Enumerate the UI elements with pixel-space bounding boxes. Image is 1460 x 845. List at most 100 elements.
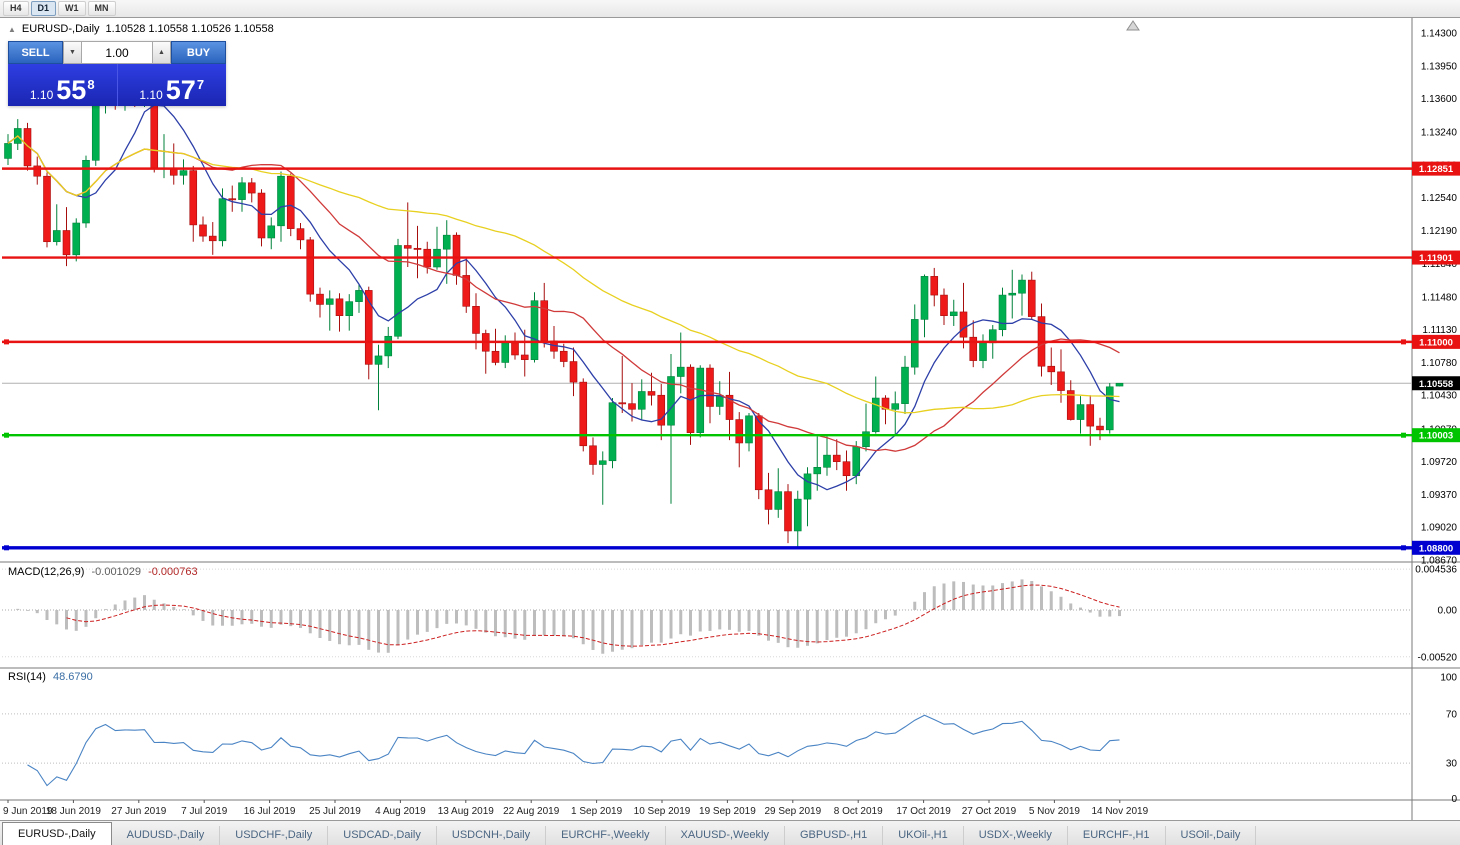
level-line-1.08800[interactable]: [2, 545, 1412, 551]
sell-button[interactable]: SELL: [8, 41, 63, 64]
candle: [306, 237, 315, 302]
candle: [52, 204, 61, 246]
rsi-axis[interactable]: 100 70 30 0: [1440, 673, 1457, 806]
chart-tab-xauusd-weekly[interactable]: XAUUSD-,Weekly: [666, 826, 785, 845]
svg-text:1.13240: 1.13240: [1421, 128, 1458, 139]
macd-name: MACD(12,26,9): [8, 566, 85, 578]
svg-text:1.11901: 1.11901: [1419, 253, 1454, 264]
candle: [335, 293, 344, 332]
chart-symbol-label: EURUSD-,Daily: [21, 23, 100, 35]
candle: [481, 329, 490, 374]
candle: [394, 238, 402, 340]
candle: [199, 216, 207, 242]
svg-text:8 Oct 2019: 8 Oct 2019: [834, 806, 883, 817]
svg-text:1.08670: 1.08670: [1421, 555, 1458, 566]
level-line-1.11000[interactable]: [2, 339, 1412, 345]
chart-tab-usdcnh-daily[interactable]: USDCNH-,Daily: [437, 826, 547, 845]
svg-text:9 Jun 2019: 9 Jun 2019: [3, 806, 53, 817]
chart-tab-eurchf-h1[interactable]: EURCHF-,H1: [1068, 826, 1166, 845]
candle: [355, 283, 363, 313]
candle: [413, 225, 422, 279]
level-line-1.10003[interactable]: [2, 432, 1412, 438]
candle: [13, 119, 22, 150]
levels-layer: [2, 167, 1412, 551]
candle: [1018, 274, 1026, 316]
candle: [628, 383, 636, 422]
chart-tab-usdx-weekly[interactable]: USDX-,Weekly: [964, 826, 1068, 845]
svg-text:1.11480: 1.11480: [1422, 292, 1458, 303]
sell-price-prefix: 1.10: [29, 88, 54, 102]
sell-price-panel[interactable]: 1.10 55 8: [8, 64, 118, 106]
rsi-value: 48.6790: [52, 671, 93, 683]
svg-text:29 Sep 2019: 29 Sep 2019: [764, 806, 821, 817]
candle: [725, 371, 734, 441]
timeframe-button-h4[interactable]: H4: [3, 1, 29, 16]
timeframe-button-mn[interactable]: MN: [87, 1, 116, 16]
candle: [940, 288, 948, 326]
candle: [1037, 303, 1046, 377]
candle: [647, 372, 656, 406]
candle: [1076, 396, 1085, 434]
ma-slow-line: [7, 135, 1120, 414]
timeframe-button-w1[interactable]: W1: [58, 1, 86, 16]
volume-decrease-button[interactable]: ▼: [63, 41, 82, 64]
candle: [345, 294, 354, 331]
chart-tab-usdcad-daily[interactable]: USDCAD-,Daily: [328, 826, 437, 845]
macd-pane: [2, 568, 1412, 658]
timeframe-button-d1[interactable]: D1: [30, 1, 57, 16]
svg-text:4 Aug 2019: 4 Aug 2019: [375, 806, 426, 817]
chart-tab-usoil-daily[interactable]: USOil-,Daily: [1166, 826, 1257, 845]
candle: [433, 226, 441, 270]
one-click-collapse-icon[interactable]: ▲: [8, 24, 16, 34]
svg-text:17 Oct 2019: 17 Oct 2019: [896, 806, 951, 817]
chart-tab-audusd-daily[interactable]: AUDUSD-,Daily: [112, 826, 221, 845]
svg-text:0.004536: 0.004536: [1415, 565, 1457, 576]
volume-increase-button[interactable]: ▲: [152, 41, 171, 64]
svg-text:1.14300: 1.14300: [1421, 29, 1458, 40]
chart-title: ▲ EURUSD-,Daily 1.10528 1.10558 1.10526 …: [8, 23, 274, 35]
candle: [1047, 347, 1056, 385]
svg-text:1.09020: 1.09020: [1421, 523, 1458, 534]
candle: [33, 156, 42, 185]
shift-marker: [1126, 20, 1140, 31]
candle: [686, 364, 695, 445]
chart-tab-eurchf-weekly[interactable]: EURCHF-,Weekly: [546, 826, 666, 845]
svg-text:1.12540: 1.12540: [1421, 193, 1458, 204]
rsi-pane: [2, 713, 1412, 787]
candle: [1027, 271, 1036, 320]
svg-text:18 Jun 2019: 18 Jun 2019: [46, 806, 101, 817]
candle: [637, 379, 646, 421]
candle: [4, 134, 12, 165]
candle: [706, 364, 714, 424]
buy-button[interactable]: BUY: [171, 41, 226, 64]
chart-tab-gbpusd-h1[interactable]: GBPUSD-,H1: [785, 826, 884, 845]
candle: [579, 378, 588, 452]
candle: [901, 355, 909, 414]
candles-layer: [4, 49, 1124, 549]
macd-axis[interactable]: 0.004536 0.00 -0.00520: [1415, 565, 1457, 664]
chart-tab-usdchf-daily[interactable]: USDCHF-,Daily: [220, 826, 329, 845]
candle: [1086, 395, 1095, 446]
chart-tabs-bar: EURUSD-,Daily AUDUSD-,Daily USDCHF-,Daily U…: [0, 820, 1460, 845]
candle: [23, 122, 32, 171]
macd-signal-line: [66, 584, 1120, 647]
rsi-name: RSI(14): [8, 671, 46, 683]
svg-text:14 Nov 2019: 14 Nov 2019: [1091, 806, 1148, 817]
chart-tab-eurusd-daily[interactable]: EURUSD-,Daily: [2, 822, 112, 845]
svg-text:7 Jul 2019: 7 Jul 2019: [181, 806, 228, 817]
candle: [384, 326, 393, 369]
candle: [618, 355, 627, 414]
candle: [169, 143, 178, 185]
chart-ohlc-values: 1.10528 1.10558 1.10526 1.10558: [105, 23, 274, 35]
buy-price-panel[interactable]: 1.10 57 7: [117, 64, 226, 106]
candle: [1057, 349, 1065, 403]
candle: [608, 398, 617, 469]
chart-tab-ukoil-h1[interactable]: UKOil-,H1: [883, 826, 964, 845]
candle: [1096, 417, 1104, 441]
volume-input[interactable]: 1.00: [82, 41, 152, 64]
svg-text:1.11130: 1.11130: [1422, 325, 1457, 336]
price-axis[interactable]: 1.143001.139501.136001.132401.128901.125…: [1412, 29, 1460, 567]
svg-text:1.09370: 1.09370: [1421, 490, 1458, 501]
